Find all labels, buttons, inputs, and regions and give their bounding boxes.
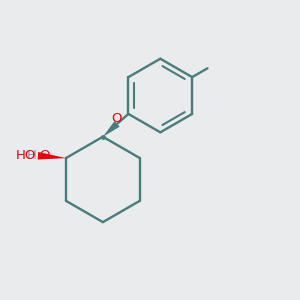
Text: H: H bbox=[27, 149, 37, 162]
Text: HO: HO bbox=[16, 149, 37, 162]
Polygon shape bbox=[38, 152, 66, 160]
Text: O: O bbox=[111, 112, 122, 125]
Polygon shape bbox=[103, 121, 120, 137]
Text: O: O bbox=[39, 149, 50, 162]
